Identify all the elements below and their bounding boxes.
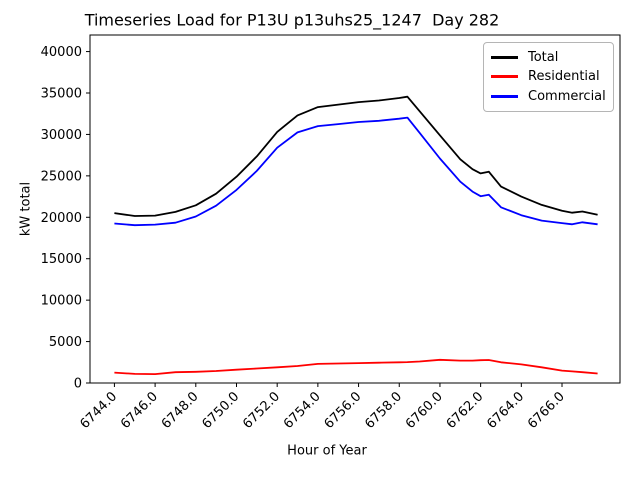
y-tick-label: 30000	[41, 128, 82, 143]
legend-item-residential: Residential	[491, 70, 607, 83]
y-tick-label: 10000	[41, 294, 82, 309]
x-tick-label: 6766.0	[525, 389, 568, 432]
legend-label: Total	[528, 50, 559, 66]
legend-swatch-total	[491, 56, 518, 60]
x-tick-label: 6760.0	[403, 389, 446, 432]
legend-label: Residential	[528, 69, 600, 85]
x-tick-label: 6748.0	[159, 389, 202, 432]
x-tick-label: 6752.0	[240, 389, 283, 432]
plot-border	[89, 34, 621, 384]
y-tick-label: 20000	[41, 211, 82, 226]
x-tick-label: 6744.0	[77, 389, 120, 432]
x-tick-label: 6756.0	[322, 389, 365, 432]
legend-item-total: Total	[491, 51, 607, 64]
y-tick-label: 0	[74, 377, 82, 392]
series-line-residential	[114, 358, 598, 376]
x-tick-label: 6754.0	[281, 389, 324, 432]
y-tick-label: 35000	[41, 87, 82, 102]
legend-label: Commercial	[528, 88, 606, 104]
x-tick-label: 6750.0	[200, 389, 243, 432]
legend-swatch-residential	[491, 75, 518, 79]
legend: Total Residential Commercial	[483, 42, 614, 112]
y-tick-label: 40000	[41, 45, 82, 60]
legend-item-commercial: Commercial	[491, 90, 607, 103]
y-tick-label: 15000	[41, 252, 82, 267]
series-line-commercial	[114, 116, 598, 227]
series-line-total	[114, 95, 598, 217]
x-tick-label: 6758.0	[362, 389, 405, 432]
chart-title: Timeseries Load for P13U p13uhs25_1247 D…	[84, 10, 500, 30]
x-axis-label: Hour of Year	[287, 443, 367, 459]
y-tick-label: 5000	[49, 335, 82, 350]
x-tick-label: 6764.0	[484, 389, 527, 432]
x-tick-label: 6746.0	[118, 389, 161, 432]
x-tick-label: 6762.0	[444, 389, 487, 432]
y-tick-label: 25000	[41, 169, 82, 184]
legend-swatch-commercial	[491, 94, 518, 98]
